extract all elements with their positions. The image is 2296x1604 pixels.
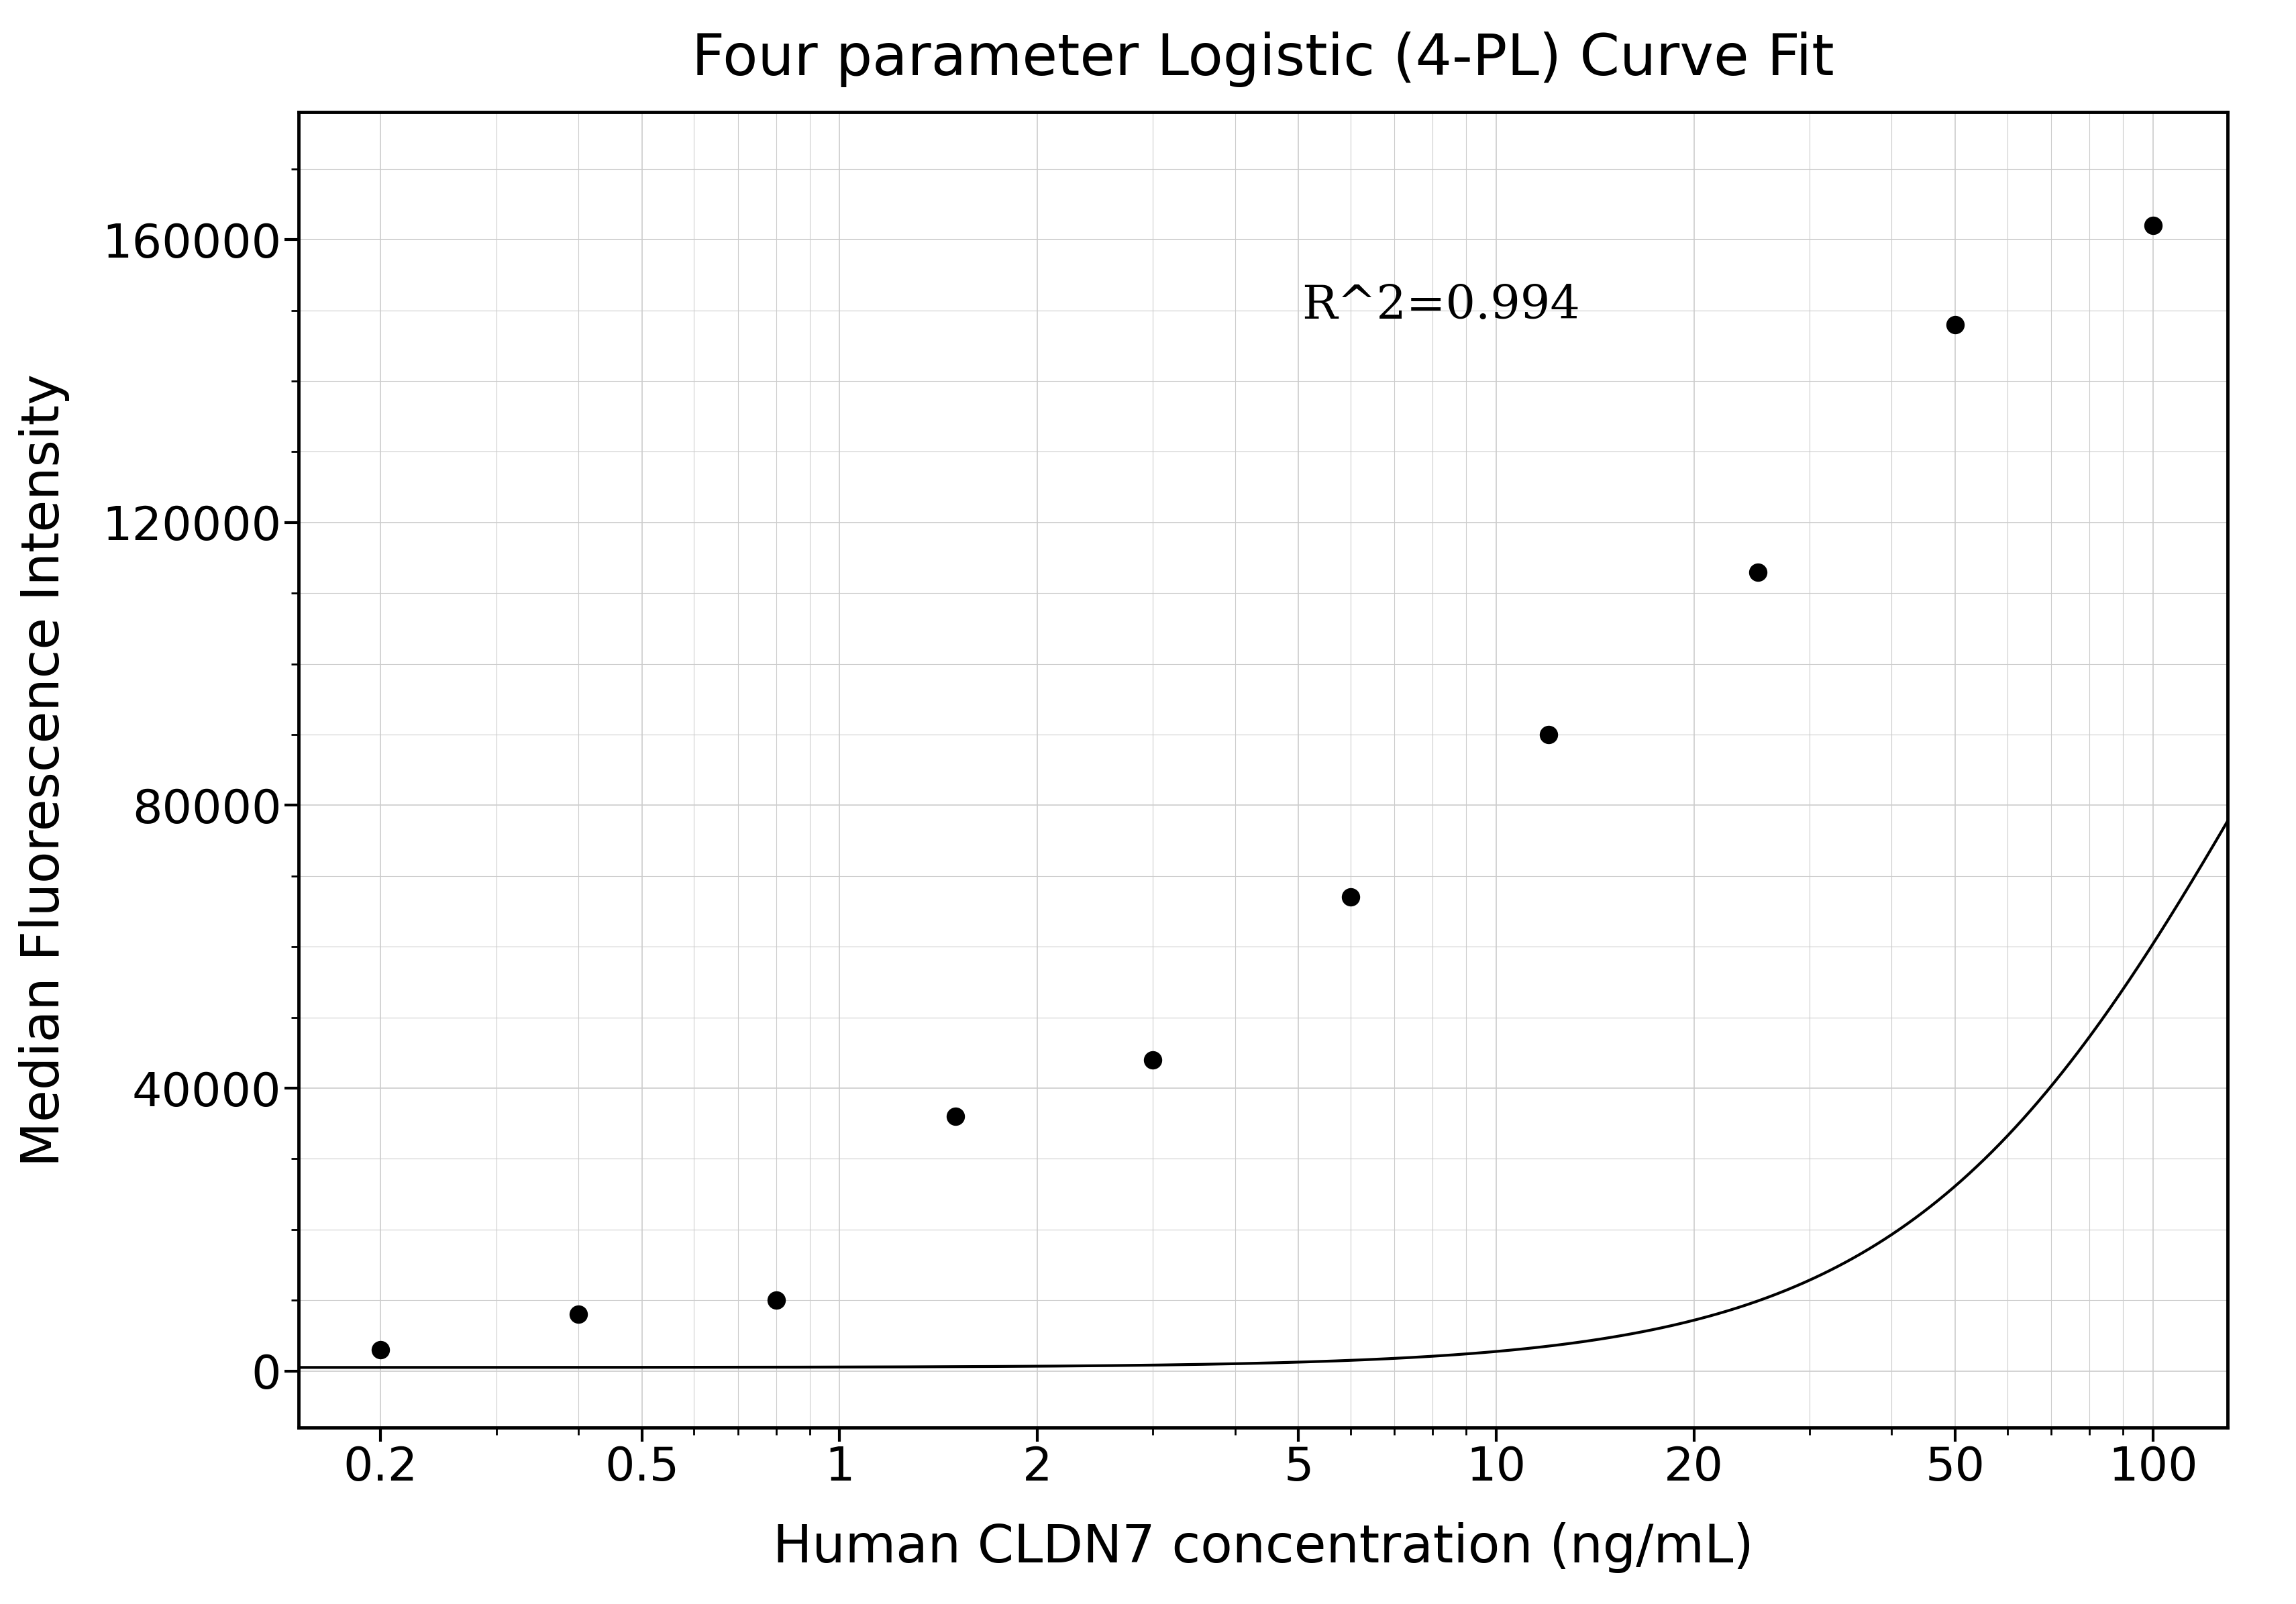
X-axis label: Human CLDN7 concentration (ng/mL): Human CLDN7 concentration (ng/mL) [771, 1522, 1754, 1574]
Point [758, 1288, 794, 1314]
Point [1936, 311, 1972, 337]
Title: Four parameter Logistic (4-PL) Curve Fit: Four parameter Logistic (4-PL) Curve Fit [691, 32, 1835, 87]
Point [1332, 884, 1368, 909]
Point [937, 1104, 974, 1129]
Point [1134, 1047, 1171, 1073]
Point [1738, 560, 1775, 585]
Point [1529, 722, 1566, 747]
Point [363, 1338, 400, 1363]
Point [2133, 213, 2170, 239]
Text: R^2=0.994: R^2=0.994 [1302, 284, 1580, 327]
Y-axis label: Median Fluorescence Intensity: Median Fluorescence Intensity [18, 374, 69, 1166]
Point [560, 1301, 597, 1327]
